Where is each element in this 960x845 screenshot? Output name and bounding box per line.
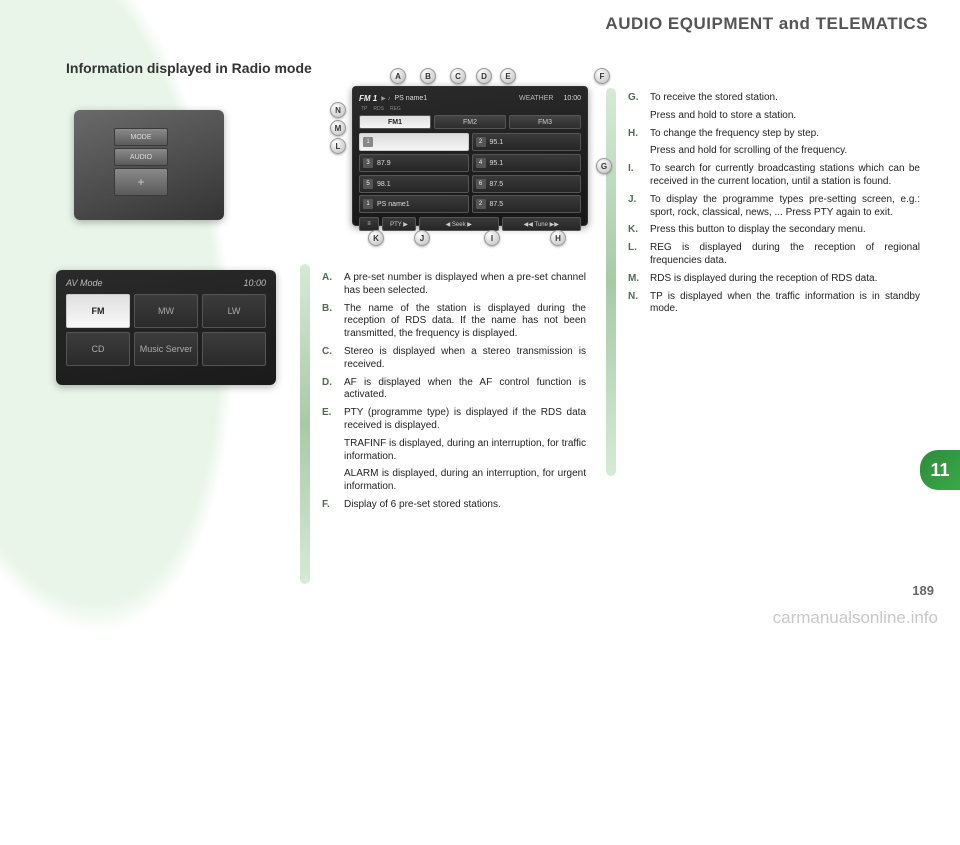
radio-icons: ▶ ♪ bbox=[381, 95, 390, 102]
callout-g: G bbox=[596, 158, 612, 174]
callout-m: M bbox=[330, 120, 346, 136]
desc-g: To receive the stored station. bbox=[650, 92, 920, 105]
desc-h2: Press and hold for scrolling of the freq… bbox=[650, 145, 920, 158]
radio-preset-6: 687.5 bbox=[472, 175, 582, 193]
radio-menu-button: ≡ bbox=[359, 217, 379, 231]
device-audio-button: AUDIO bbox=[114, 148, 168, 166]
callout-e: E bbox=[500, 68, 516, 84]
radio-preset-2: 295.1 bbox=[472, 133, 582, 151]
radio-tag-rds: RDS bbox=[373, 106, 384, 112]
description-column-right: G.To receive the stored station. Press a… bbox=[628, 92, 920, 321]
device-plus-button: + bbox=[114, 168, 168, 196]
radio-band: FM 1 bbox=[359, 94, 377, 103]
desc-i: To search for currently broadcasting sta… bbox=[650, 163, 920, 189]
radio-tag-tp: TP bbox=[361, 106, 367, 112]
desc-n: TP is displayed when the traffic informa… bbox=[650, 291, 920, 317]
desc-a: A pre-set number is displayed when a pre… bbox=[344, 272, 586, 298]
device-photo: MODE AUDIO + bbox=[74, 110, 224, 220]
radio-tab-fm3: FM3 bbox=[509, 115, 581, 129]
desc-h: To change the frequency step by step. bbox=[650, 128, 920, 141]
radio-clock: 10:00 bbox=[563, 95, 581, 102]
column-accent-left bbox=[300, 264, 310, 584]
radio-preset-5: 598.1 bbox=[359, 175, 469, 193]
av-title: AV Mode bbox=[66, 278, 103, 288]
callout-a: A bbox=[390, 68, 406, 84]
desc-e3: ALARM is displayed, during an interrupti… bbox=[344, 468, 586, 494]
av-clock: 10:00 bbox=[243, 278, 266, 288]
radio-preset-1: 1 bbox=[359, 133, 469, 151]
desc-e2: TRAFINF is displayed, during an interrup… bbox=[344, 438, 586, 464]
desc-b: The name of the station is displayed dur… bbox=[344, 303, 586, 341]
av-mode-photo: AV Mode 10:00 FM MW LW CD Music Server bbox=[56, 270, 276, 385]
callout-j: J bbox=[414, 230, 430, 246]
callout-i: I bbox=[484, 230, 500, 246]
radio-tab-fm2: FM2 bbox=[434, 115, 506, 129]
device-mode-button: MODE bbox=[114, 128, 168, 146]
callout-d: D bbox=[476, 68, 492, 84]
desc-f: Display of 6 pre-set stored stations. bbox=[344, 499, 586, 512]
desc-k: Press this button to display the seconda… bbox=[650, 224, 920, 237]
section-title: Information displayed in Radio mode bbox=[66, 60, 312, 76]
description-column-left: A.A pre-set number is displayed when a p… bbox=[322, 272, 586, 517]
callout-l: L bbox=[330, 138, 346, 154]
desc-j: To display the programme types pre-setti… bbox=[650, 194, 920, 220]
callout-c: C bbox=[450, 68, 466, 84]
av-cell-mw: MW bbox=[134, 294, 198, 328]
desc-m: RDS is displayed during the reception of… bbox=[650, 273, 920, 286]
radio-ps-name: PS name1 bbox=[395, 95, 428, 102]
radio-tab-fm1: FM1 bbox=[359, 115, 431, 129]
radio-seek-button: ◀ Seek ▶ bbox=[419, 217, 499, 231]
callout-b: B bbox=[420, 68, 436, 84]
av-cell-empty bbox=[202, 332, 266, 366]
desc-g2: Press and hold to store a station. bbox=[650, 110, 920, 123]
watermark: carmanualsonline.info bbox=[773, 608, 938, 628]
radio-weather: WEATHER bbox=[519, 95, 553, 102]
desc-d: AF is displayed when the AF control func… bbox=[344, 377, 586, 403]
av-cell-music: Music Server bbox=[134, 332, 198, 366]
desc-c: Stereo is displayed when a stereo transm… bbox=[344, 346, 586, 372]
radio-tag-reg: REG bbox=[390, 106, 401, 112]
chapter-header: AUDIO EQUIPMENT and TELEMATICS bbox=[605, 14, 928, 34]
radio-preset-row2-2: 287.5 bbox=[472, 195, 582, 213]
radio-diagram: FM 1 ▶ ♪ PS name1 WEATHER 10:00 TP RDS R… bbox=[326, 72, 616, 244]
desc-e: PTY (programme type) is displayed if the… bbox=[344, 407, 586, 433]
callout-n: N bbox=[330, 102, 346, 118]
callout-k: K bbox=[368, 230, 384, 246]
radio-preset-row2-1: 1PS name1 bbox=[359, 195, 469, 213]
callout-f: F bbox=[594, 68, 610, 84]
radio-preset-4: 495.1 bbox=[472, 154, 582, 172]
desc-l: REG is displayed during the reception of… bbox=[650, 242, 920, 268]
radio-pty-button: PTY ▶ bbox=[382, 217, 416, 231]
callout-h: H bbox=[550, 230, 566, 246]
page-number: 189 bbox=[912, 583, 934, 598]
radio-tune-button: ◀◀ Tune ▶▶ bbox=[502, 217, 582, 231]
av-cell-cd: CD bbox=[66, 332, 130, 366]
radio-screen: FM 1 ▶ ♪ PS name1 WEATHER 10:00 TP RDS R… bbox=[352, 86, 588, 226]
radio-preset-3: 387.9 bbox=[359, 154, 469, 172]
chapter-tab: 11 bbox=[920, 450, 960, 490]
av-cell-fm: FM bbox=[66, 294, 130, 328]
av-cell-lw: LW bbox=[202, 294, 266, 328]
